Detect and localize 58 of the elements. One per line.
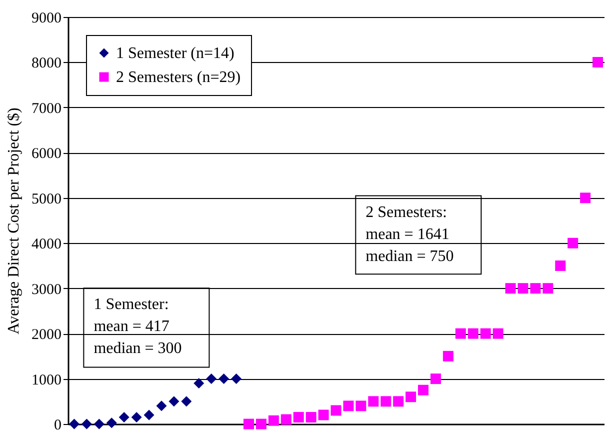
legend-label: 1 Semester (n=14)	[116, 45, 234, 62]
point	[218, 374, 230, 384]
y-axis-title: Average Direct Cost per Project ($)	[6, 108, 22, 334]
point	[468, 328, 478, 339]
point	[492, 328, 504, 339]
y-tick-label: 0	[54, 418, 62, 434]
point	[268, 415, 279, 426]
y-tick-label: 2000	[32, 327, 62, 344]
point	[94, 418, 104, 430]
point	[555, 260, 566, 271]
annotation: 1 Semester: mean = 417 median = 300	[94, 296, 182, 358]
point	[280, 414, 292, 425]
point	[68, 418, 80, 430]
point	[568, 238, 578, 248]
point	[343, 400, 354, 412]
point	[505, 283, 516, 294]
point	[181, 396, 192, 407]
y-tick-label: 7000	[32, 100, 62, 117]
legend-label: 2 Semesters (n=29)	[116, 69, 241, 86]
point	[418, 384, 428, 396]
point	[194, 378, 204, 389]
annotation: 2 Semesters: mean = 1641 median = 750	[366, 204, 454, 265]
point	[244, 418, 254, 430]
point	[518, 283, 528, 294]
y-tick-label: 3000	[32, 282, 62, 298]
point	[293, 412, 304, 422]
point	[455, 328, 466, 339]
point	[156, 400, 167, 412]
point	[542, 283, 554, 294]
point	[144, 410, 154, 420]
point	[256, 418, 266, 430]
point	[318, 410, 329, 420]
point	[168, 396, 180, 407]
point	[530, 283, 541, 294]
point	[81, 418, 92, 430]
y-tick-label: 4000	[32, 236, 62, 253]
point	[592, 56, 604, 68]
point	[131, 412, 142, 422]
point	[356, 400, 366, 412]
y-tick-label: 8000	[32, 56, 62, 72]
y-tick-label: 9000	[32, 10, 62, 26]
y-tick-label: 6000	[32, 146, 62, 162]
point	[330, 405, 342, 416]
point	[480, 328, 491, 339]
point	[380, 396, 392, 407]
point	[118, 412, 130, 422]
point	[106, 418, 117, 428]
point	[406, 392, 416, 402]
point	[430, 374, 441, 384]
point	[231, 374, 242, 384]
y-tick-label: 5000	[32, 191, 62, 208]
point	[580, 192, 591, 204]
y-tick-label: 1000	[32, 372, 62, 388]
point	[306, 412, 316, 422]
point	[442, 350, 454, 362]
point	[393, 396, 404, 407]
point	[368, 396, 379, 407]
point	[206, 374, 217, 384]
